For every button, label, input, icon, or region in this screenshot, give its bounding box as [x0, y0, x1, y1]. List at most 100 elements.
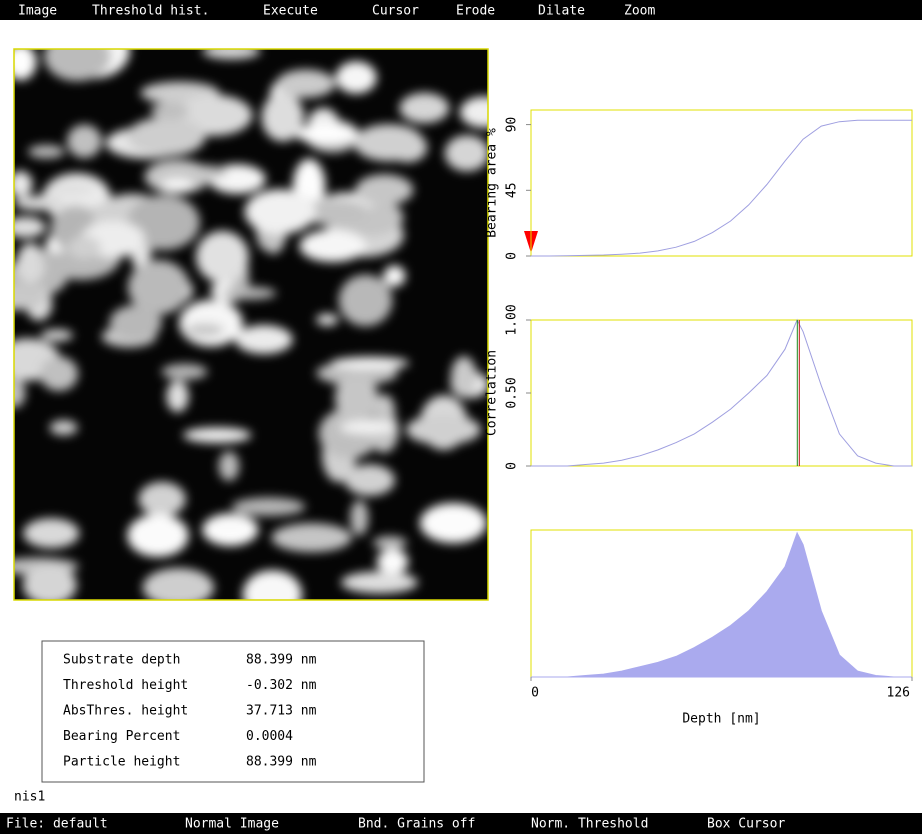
info-value: 37.713 nm [246, 704, 317, 719]
image-blob [127, 117, 206, 156]
image-blob [46, 181, 94, 197]
plot-frame [531, 320, 912, 466]
image-blob [202, 43, 260, 59]
image-blob [377, 549, 409, 574]
image-blob [243, 570, 302, 618]
image-blob [399, 93, 449, 123]
image-blob [445, 135, 490, 171]
status-item[interactable]: File: default [6, 817, 108, 832]
info-value: 88.399 nm [246, 755, 317, 770]
x-tick-label: 126 [887, 686, 910, 701]
image-blob [204, 517, 250, 533]
image-blob [245, 189, 316, 234]
plot-frame [531, 110, 912, 256]
y-tick-label: 0 [505, 462, 520, 470]
image-blob [138, 482, 185, 517]
y-tick-label: 90 [505, 117, 520, 133]
image-blob [28, 145, 65, 158]
menu-item[interactable]: Dilate [538, 4, 585, 19]
image-blob [316, 314, 338, 326]
image-blob [40, 357, 78, 391]
image-blob [185, 323, 223, 336]
image-blob [41, 329, 73, 341]
image-blob [295, 124, 357, 143]
image-blob [276, 70, 335, 98]
info-value: 0.0004 [246, 729, 293, 744]
image-blob [196, 231, 249, 283]
menu-item[interactable]: Execute [263, 4, 318, 19]
image-blob [341, 571, 418, 593]
afm-image [0, 23, 508, 619]
image-blob [183, 427, 251, 443]
menu-item[interactable]: Zoom [624, 4, 655, 19]
image-blob [67, 124, 102, 157]
menu-item[interactable]: Threshold hist. [92, 4, 209, 19]
info-label: Substrate depth [63, 653, 180, 668]
image-blob [179, 300, 243, 347]
image-blob [16, 243, 45, 284]
image-blob [350, 500, 368, 536]
image-blob [143, 568, 214, 607]
image-blob [340, 420, 396, 434]
image-blob [23, 565, 77, 606]
image-blob [345, 464, 395, 496]
menu-item[interactable]: Erode [456, 4, 495, 19]
y-axis-label: Bearing area % [485, 128, 500, 238]
info-label: Particle height [63, 755, 180, 770]
histogram-area [531, 533, 912, 677]
image-blob [44, 31, 111, 81]
image-blob [161, 178, 194, 192]
image-blob [420, 503, 487, 543]
image-blob [262, 93, 305, 141]
x-tick-label: 0 [531, 686, 539, 701]
status-item[interactable]: Normal Image [185, 817, 279, 832]
image-blob [373, 536, 407, 549]
image-blob [460, 96, 508, 127]
image-blob [451, 356, 477, 398]
image-blob [110, 305, 162, 340]
info-label: Bearing Percent [63, 729, 180, 744]
image-blob [151, 103, 189, 119]
y-tick-label: 0.50 [505, 377, 520, 408]
image-blob [331, 357, 409, 370]
image-blob [166, 381, 188, 413]
image-blob [23, 518, 79, 548]
image-blob [5, 217, 45, 238]
info-value: -0.302 nm [246, 678, 317, 693]
image-blob [127, 514, 188, 557]
image-blob [355, 174, 413, 205]
info-label: Threshold height [63, 678, 188, 693]
image-blob [271, 523, 351, 552]
image-blob [219, 451, 240, 480]
y-tick-label: 1.00 [505, 304, 520, 335]
status-item[interactable]: Bnd. Grains off [358, 817, 475, 832]
image-blob [339, 275, 393, 327]
image-blob [406, 415, 481, 445]
menu-item[interactable]: Cursor [372, 4, 419, 19]
status-item[interactable]: Box Cursor [707, 817, 785, 832]
image-blob [384, 265, 406, 286]
curve [531, 320, 912, 466]
status-item[interactable]: Norm. Threshold [531, 817, 648, 832]
image-blob [68, 236, 101, 259]
image-blob [232, 498, 305, 516]
app-window: nis1 Image Threshold hist. Execute Cursor Er… [0, 0, 922, 834]
file-label: nis1 [14, 790, 45, 805]
y-axis-label: Correlation [485, 350, 500, 436]
image-blob [336, 61, 377, 94]
image-blob [162, 364, 208, 380]
y-tick-label: 0 [505, 252, 520, 260]
image-blob [299, 230, 365, 262]
y-tick-label: 45 [505, 182, 520, 198]
image-blob [8, 171, 32, 197]
image-blob [14, 196, 63, 211]
image-blob [354, 124, 424, 161]
x-axis-label: Depth [nm] [682, 712, 760, 727]
info-label: AbsThres. height [63, 704, 188, 719]
info-value: 88.399 nm [246, 653, 317, 668]
image-blob [235, 325, 292, 354]
image-blob [50, 420, 78, 435]
image-blob [223, 287, 276, 300]
image-blob [335, 374, 378, 423]
menu-item[interactable]: Image [18, 4, 57, 19]
